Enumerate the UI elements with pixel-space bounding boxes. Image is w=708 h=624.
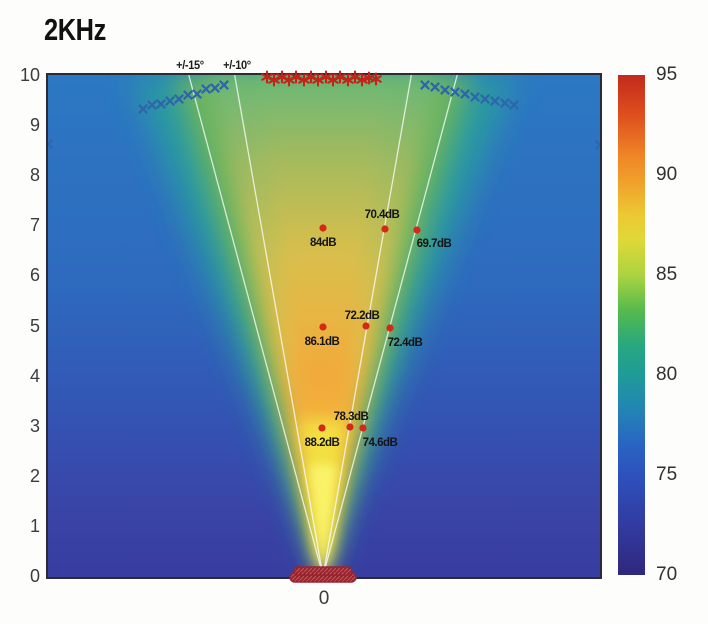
- colorbar-tick-label: 85: [656, 265, 700, 285]
- spl-heatmap-figure: 2KHz: [0, 0, 708, 624]
- y-tick-label: 8: [6, 165, 40, 185]
- y-tick-label: 10: [6, 65, 40, 85]
- y-tick-label: 2: [6, 466, 40, 486]
- y-tick-label: 6: [6, 265, 40, 285]
- y-tick-label: 0: [6, 566, 40, 586]
- heatmap-field: [48, 75, 600, 577]
- colorbar-tick-label: 70: [656, 565, 700, 585]
- colorbar-tick-label: 75: [656, 465, 700, 485]
- beam-angle-label: +/-15°: [176, 58, 204, 72]
- x-axis-tick-label: 0: [310, 588, 338, 610]
- y-tick-label: 9: [6, 115, 40, 135]
- colorbar-tick-label: 95: [656, 65, 700, 85]
- y-tick-label: 7: [6, 215, 40, 235]
- y-tick-label: 3: [6, 416, 40, 436]
- chart-title: 2KHz: [44, 12, 106, 48]
- y-tick-label: 1: [6, 516, 40, 536]
- colorbar-tick-label: 80: [656, 365, 700, 385]
- colorbar-tick-label: 90: [656, 165, 700, 185]
- heatmap-plot-area: [46, 73, 602, 579]
- y-tick-label: 4: [6, 366, 40, 386]
- colorbar: [618, 75, 645, 575]
- y-tick-label: 5: [6, 316, 40, 336]
- beam-angle-label: +/-10°: [223, 58, 251, 72]
